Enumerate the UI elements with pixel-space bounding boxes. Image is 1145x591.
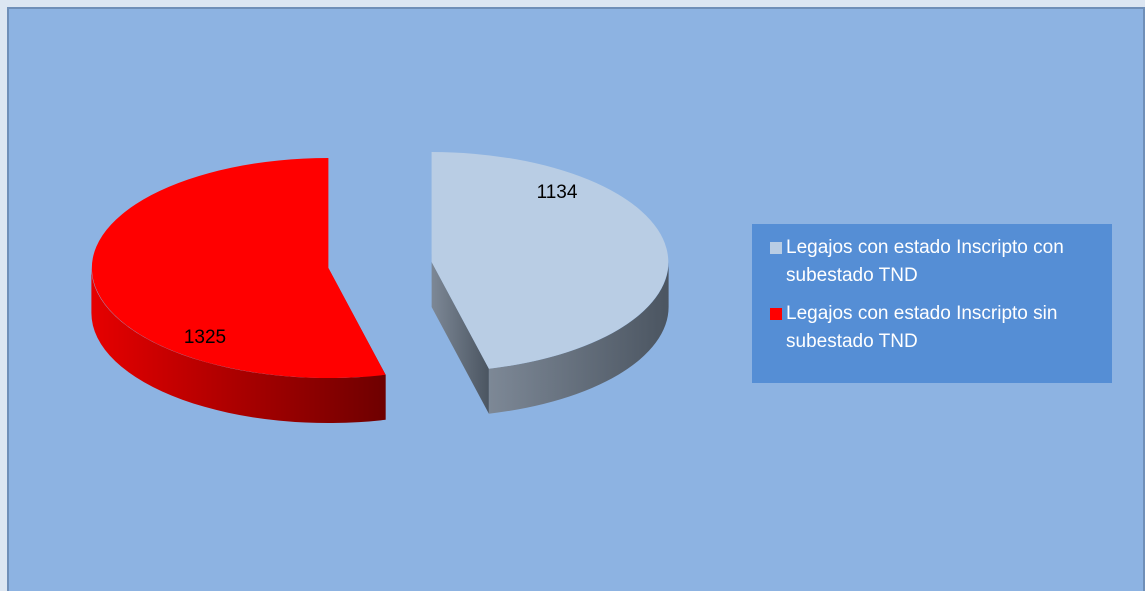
legend-label: Legajos con estado Inscripto con subesta…	[786, 237, 1075, 286]
data-label: 1325	[184, 327, 226, 348]
legend-item: Legajos con estado Inscripto con subesta…	[770, 234, 1104, 290]
slice-top	[91, 158, 386, 378]
slice-wall	[91, 268, 386, 424]
slice-wall	[488, 262, 669, 414]
legend: Legajos con estado Inscripto con subesta…	[752, 224, 1112, 383]
slice-side	[431, 261, 489, 414]
legend-swatch	[770, 242, 782, 254]
legend-item: Legajos con estado Inscripto sin subesta…	[770, 300, 1104, 356]
pie-slice	[431, 152, 669, 414]
data-label: 1134	[537, 182, 578, 203]
legend-label: Legajos con estado Inscripto sin subesta…	[786, 303, 1063, 352]
pie-slice	[91, 158, 386, 424]
slice-top	[431, 152, 669, 369]
legend-swatch	[770, 308, 782, 320]
